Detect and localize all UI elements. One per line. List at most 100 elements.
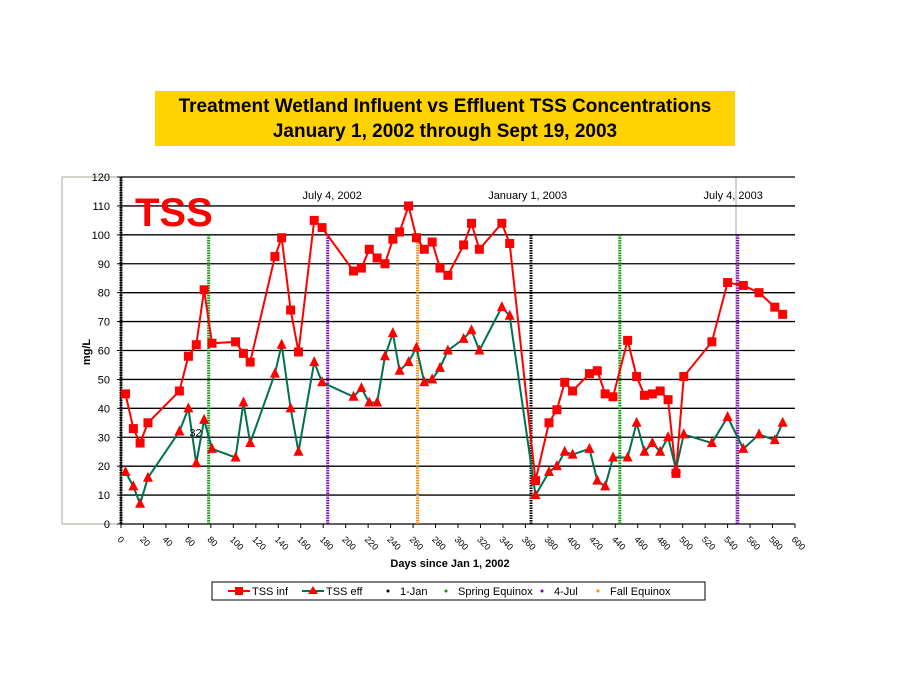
data-point-inf bbox=[663, 395, 673, 405]
data-point-eff bbox=[379, 350, 390, 361]
x-tick-label: 140 bbox=[273, 534, 291, 552]
data-point-eff bbox=[678, 428, 689, 439]
legend-label: 1-Jan bbox=[400, 586, 428, 598]
data-point-eff bbox=[608, 451, 619, 462]
y-tick-label: 10 bbox=[98, 490, 110, 502]
data-point-eff bbox=[647, 437, 658, 448]
data-point-eff bbox=[387, 327, 398, 338]
data-point-eff bbox=[191, 457, 202, 468]
x-tick-label: 180 bbox=[318, 534, 336, 552]
data-point-eff bbox=[135, 497, 146, 508]
legend-label: TSS inf bbox=[252, 586, 289, 598]
chart-title-box: Treatment Wetland Influent vs Effluent T… bbox=[155, 91, 735, 146]
data-point-inf bbox=[531, 476, 541, 486]
data-point-inf bbox=[207, 338, 217, 348]
data-point-inf bbox=[191, 340, 201, 350]
x-tick-label: 520 bbox=[700, 534, 718, 552]
data-point-inf bbox=[293, 347, 303, 357]
data-point-eff bbox=[174, 425, 185, 436]
data-point-inf bbox=[349, 266, 359, 276]
data-point-eff bbox=[706, 437, 717, 448]
data-point-eff bbox=[600, 480, 611, 491]
data-point-eff bbox=[639, 445, 650, 456]
data-point-eff bbox=[543, 465, 554, 476]
x-tick-label: 320 bbox=[475, 534, 493, 552]
data-point-inf bbox=[707, 337, 717, 347]
data-point-eff bbox=[458, 332, 469, 343]
data-point-eff bbox=[285, 402, 296, 413]
y-tick-label: 120 bbox=[92, 172, 110, 184]
x-tick-label: 500 bbox=[677, 534, 695, 552]
data-point-eff bbox=[364, 396, 375, 407]
legend-marker-4-jul bbox=[540, 589, 544, 593]
data-point-inf bbox=[754, 288, 764, 298]
data-point-inf bbox=[380, 259, 390, 269]
x-tick-label: 580 bbox=[767, 534, 785, 552]
data-point-inf bbox=[404, 201, 414, 211]
data-point-eff bbox=[631, 416, 642, 427]
x-tick-label: 60 bbox=[183, 534, 197, 548]
y-tick-label: 60 bbox=[98, 346, 110, 358]
series-line-tss-eff bbox=[124, 305, 784, 507]
data-point-eff bbox=[738, 442, 749, 453]
data-point-eff bbox=[372, 396, 383, 407]
data-point-eff bbox=[670, 463, 681, 474]
x-tick-label: 200 bbox=[340, 534, 358, 552]
data-point-eff bbox=[592, 474, 603, 485]
tss-badge: TSS bbox=[135, 191, 213, 235]
data-point-inf bbox=[544, 418, 554, 428]
data-point-eff bbox=[584, 442, 595, 453]
data-point-inf bbox=[427, 237, 437, 247]
data-point-inf bbox=[174, 386, 184, 396]
data-point-eff bbox=[419, 376, 430, 387]
data-point-eff bbox=[230, 451, 241, 462]
annotation-label: January 1, 2003 bbox=[488, 190, 567, 202]
data-point-eff bbox=[394, 364, 405, 375]
x-tick-label: 220 bbox=[363, 534, 381, 552]
y-tick-label: 90 bbox=[98, 259, 110, 271]
data-point-inf bbox=[238, 348, 248, 358]
x-tick-label: 440 bbox=[610, 534, 628, 552]
data-point-inf bbox=[623, 335, 633, 345]
annotation-label: July 4, 2003 bbox=[704, 190, 763, 202]
data-point-inf bbox=[135, 438, 145, 448]
data-point-inf bbox=[388, 234, 398, 244]
data-point-inf bbox=[584, 369, 594, 379]
data-point-inf bbox=[568, 386, 578, 396]
y-tick-label: 50 bbox=[98, 374, 110, 386]
x-tick-label: 120 bbox=[250, 534, 268, 552]
data-point-eff bbox=[142, 471, 153, 482]
x-tick-label: 360 bbox=[520, 534, 538, 552]
y-tick-label: 30 bbox=[98, 432, 110, 444]
x-tick-label: 480 bbox=[655, 534, 673, 552]
data-point-inf bbox=[395, 227, 405, 237]
data-point-eff bbox=[722, 411, 733, 422]
x-tick-label: 240 bbox=[385, 534, 403, 552]
data-point-eff bbox=[183, 402, 194, 413]
y-tick-label: 20 bbox=[98, 461, 110, 473]
data-point-inf bbox=[435, 263, 445, 273]
data-point-eff bbox=[466, 324, 477, 335]
data-point-inf bbox=[128, 424, 138, 434]
x-tick-label: 260 bbox=[408, 534, 426, 552]
y-tick-label: 110 bbox=[92, 201, 110, 213]
data-point-inf bbox=[356, 263, 366, 273]
data-point-inf bbox=[505, 239, 515, 249]
x-tick-label: 80 bbox=[205, 534, 219, 548]
legend-label: 4-Jul bbox=[554, 586, 578, 598]
x-tick-label: 460 bbox=[632, 534, 650, 552]
data-point-eff bbox=[293, 445, 304, 456]
legend-label: Fall Equinox bbox=[610, 586, 671, 598]
x-tick-label: 420 bbox=[587, 534, 605, 552]
data-point-eff bbox=[754, 428, 765, 439]
x-tick-label: 20 bbox=[138, 534, 152, 548]
data-point-eff bbox=[411, 341, 422, 352]
data-point-eff bbox=[245, 437, 256, 448]
legend-marker-1-jan bbox=[386, 589, 390, 593]
data-point-eff bbox=[769, 434, 780, 445]
data-point-inf bbox=[639, 390, 649, 400]
data-point-inf bbox=[231, 337, 241, 347]
data-point-eff bbox=[663, 431, 674, 442]
data-point-eff bbox=[474, 344, 485, 355]
data-point-inf bbox=[738, 280, 748, 290]
